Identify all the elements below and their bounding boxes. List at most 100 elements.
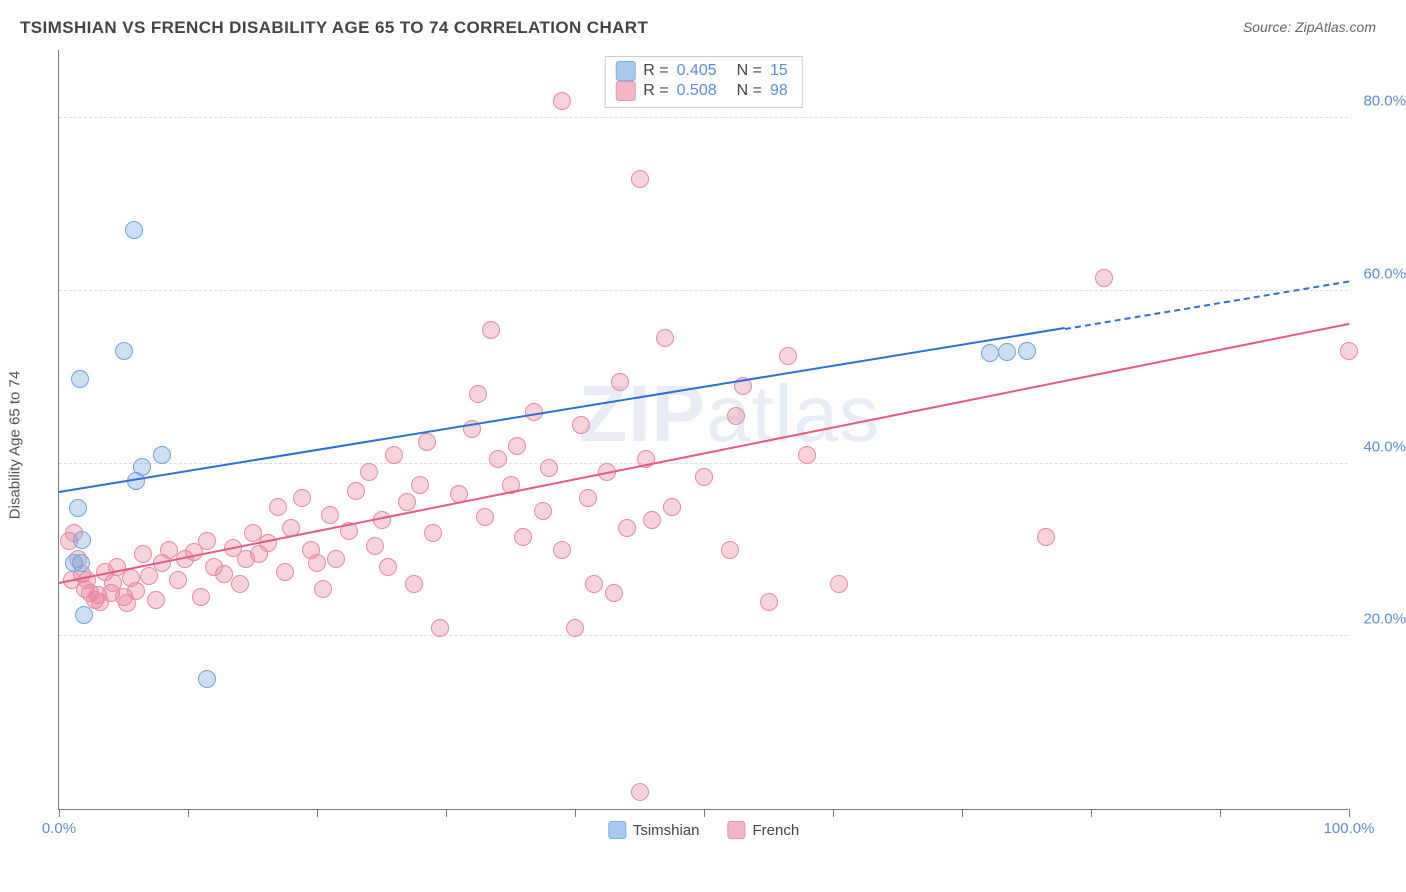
french-point xyxy=(379,558,397,576)
french-point xyxy=(798,446,816,464)
french-point xyxy=(347,482,365,500)
x-tick xyxy=(962,809,963,817)
french-point xyxy=(134,545,152,563)
x-tick xyxy=(1220,809,1221,817)
tsimshian-point xyxy=(981,344,999,362)
french-point xyxy=(631,783,649,801)
r-label: R = xyxy=(643,62,668,80)
tsimshian-point xyxy=(73,531,91,549)
tsimshian-point xyxy=(71,370,89,388)
n-value: 15 xyxy=(770,62,788,80)
tsimshian-point xyxy=(1018,342,1036,360)
french-point xyxy=(169,571,187,589)
french-point xyxy=(360,463,378,481)
french-point xyxy=(293,489,311,507)
watermark-bold: ZIP xyxy=(579,369,706,458)
legend-label: Tsimshian xyxy=(633,822,700,839)
n-label: N = xyxy=(737,82,762,100)
french-point xyxy=(269,498,287,516)
french-point xyxy=(308,554,326,572)
french-point xyxy=(198,532,216,550)
french-point xyxy=(231,575,249,593)
gridline xyxy=(59,290,1348,291)
french-point xyxy=(721,541,739,559)
trend-line xyxy=(59,323,1349,584)
legend-swatch xyxy=(615,61,635,81)
r-value: 0.405 xyxy=(677,62,717,80)
french-point xyxy=(411,476,429,494)
french-point xyxy=(514,528,532,546)
y-tick-label: 60.0% xyxy=(1363,265,1406,282)
french-point xyxy=(605,584,623,602)
x-tick xyxy=(59,809,60,817)
french-point xyxy=(585,575,603,593)
tsimshian-point xyxy=(115,342,133,360)
french-point xyxy=(779,347,797,365)
legend-swatch xyxy=(728,821,746,839)
stats-legend-row: R = 0.405 N = 15 xyxy=(615,61,788,81)
trend-line-dash xyxy=(1065,280,1349,329)
tsimshian-point xyxy=(72,554,90,572)
y-tick-label: 80.0% xyxy=(1363,93,1406,110)
legend-item: Tsimshian xyxy=(608,821,700,839)
n-label: N = xyxy=(737,62,762,80)
x-tick-label: 0.0% xyxy=(42,820,76,837)
x-tick xyxy=(1091,809,1092,817)
french-point xyxy=(656,329,674,347)
r-label: R = xyxy=(643,82,668,100)
french-point xyxy=(327,550,345,568)
french-point xyxy=(418,433,436,451)
tsimshian-point xyxy=(998,343,1016,361)
legend-item: French xyxy=(728,821,800,839)
legend-label: French xyxy=(753,822,800,839)
source-label: Source: xyxy=(1243,19,1295,35)
french-point xyxy=(476,508,494,526)
stats-legend: R = 0.405 N = 15 R = 0.508 N = 98 xyxy=(604,56,803,108)
n-value: 98 xyxy=(770,82,788,100)
french-point xyxy=(160,541,178,559)
french-point xyxy=(469,385,487,403)
french-point xyxy=(1095,269,1113,287)
y-tick-label: 40.0% xyxy=(1363,438,1406,455)
french-point xyxy=(321,506,339,524)
tsimshian-point xyxy=(198,670,216,688)
x-tick-label: 100.0% xyxy=(1324,820,1375,837)
french-point xyxy=(424,524,442,542)
y-tick-label: 20.0% xyxy=(1363,611,1406,628)
y-axis-label: Disability Age 65 to 74 xyxy=(7,371,24,519)
x-tick xyxy=(188,809,189,817)
x-tick xyxy=(704,809,705,817)
french-point xyxy=(482,321,500,339)
gridline xyxy=(59,463,1348,464)
french-point xyxy=(540,459,558,477)
french-point xyxy=(127,582,145,600)
french-point xyxy=(147,591,165,609)
french-point xyxy=(830,575,848,593)
french-point xyxy=(572,416,590,434)
french-point xyxy=(760,593,778,611)
tsimshian-point xyxy=(153,446,171,464)
tsimshian-point xyxy=(75,606,93,624)
source-name: ZipAtlas.com xyxy=(1295,19,1376,35)
french-point xyxy=(431,619,449,637)
french-point xyxy=(534,502,552,520)
x-tick xyxy=(317,809,318,817)
french-point xyxy=(405,575,423,593)
french-point xyxy=(553,541,571,559)
french-point xyxy=(663,498,681,516)
r-value: 0.508 xyxy=(677,82,717,100)
legend-swatch xyxy=(615,81,635,101)
gridline xyxy=(59,635,1348,636)
french-point xyxy=(385,446,403,464)
source-attribution: Source: ZipAtlas.com xyxy=(1243,19,1376,37)
chart-container: Disability Age 65 to 74 ZIPatlas R =0.40… xyxy=(20,50,1386,840)
gridline xyxy=(59,117,1348,118)
plot-area: ZIPatlas R =0.405N =15R =0.508N =98 Tsim… xyxy=(58,50,1348,810)
tsimshian-point xyxy=(69,499,87,517)
french-point xyxy=(553,92,571,110)
tsimshian-point xyxy=(125,221,143,239)
legend-swatch xyxy=(608,821,626,839)
french-point xyxy=(643,511,661,529)
series-legend: Tsimshian French xyxy=(608,821,799,839)
french-point xyxy=(192,588,210,606)
